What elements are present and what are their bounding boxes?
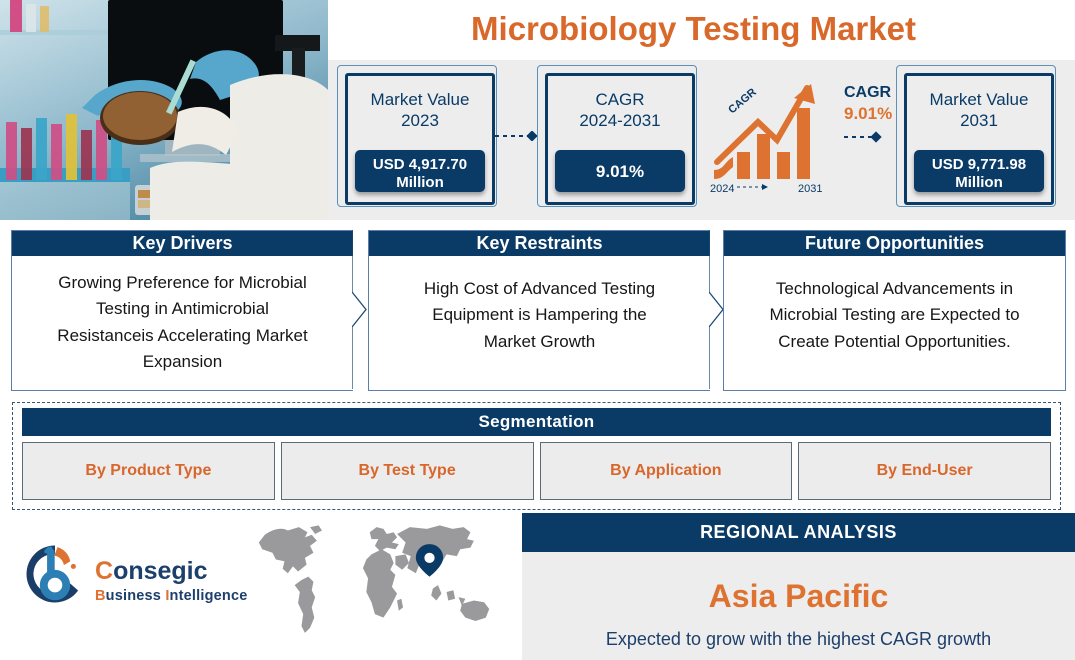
svg-text:CAGR: CAGR bbox=[726, 86, 759, 116]
svg-text:2031: 2031 bbox=[798, 183, 822, 195]
svg-text:2024: 2024 bbox=[710, 183, 734, 195]
